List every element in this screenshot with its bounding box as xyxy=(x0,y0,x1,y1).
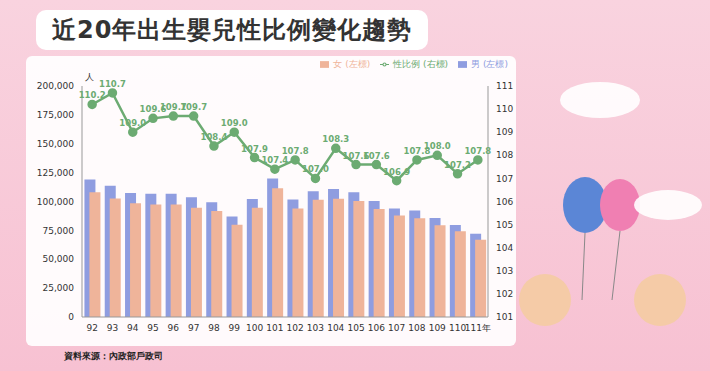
svg-text:107.8: 107.8 xyxy=(282,146,309,156)
svg-text:101: 101 xyxy=(266,323,283,333)
svg-text:96: 96 xyxy=(168,323,180,333)
html-text:性比例 (右標): 性比例 (右標) xyxy=(393,59,449,69)
svg-text:107.2: 107.2 xyxy=(444,160,471,170)
svg-text:107.9: 107.9 xyxy=(241,144,268,154)
svg-text:125,000: 125,000 xyxy=(37,168,74,178)
svg-text:107.8: 107.8 xyxy=(403,145,431,156)
svg-text:103: 103 xyxy=(496,266,513,276)
svg-text:92: 92 xyxy=(86,323,97,333)
svg-text:105: 105 xyxy=(496,220,513,230)
svg-text:110.7: 110.7 xyxy=(99,79,126,89)
svg-text:200,000: 200,000 xyxy=(37,81,74,91)
svg-text:0: 0 xyxy=(68,312,74,322)
svg-text:106: 106 xyxy=(368,323,385,333)
svg-text:100: 100 xyxy=(246,323,263,333)
svg-text:99: 99 xyxy=(229,323,241,333)
svg-text:75,000: 75,000 xyxy=(43,226,75,236)
svg-text:106.9: 106.9 xyxy=(383,167,410,177)
svg-text:100,000: 100,000 xyxy=(37,197,74,207)
svg-text:107.8: 107.8 xyxy=(464,146,491,156)
svg-text:109: 109 xyxy=(496,127,513,137)
svg-text:109.0: 109.0 xyxy=(221,118,248,128)
svg-text:98: 98 xyxy=(208,323,220,333)
svg-text:109.7: 109.7 xyxy=(159,102,187,112)
svg-text:107.4: 107.4 xyxy=(261,155,288,165)
svg-text:94: 94 xyxy=(127,323,139,333)
svg-text:104: 104 xyxy=(327,323,344,333)
svg-text:111年: 111年 xyxy=(465,323,491,333)
svg-text:107: 107 xyxy=(496,174,513,184)
svg-text:150,000: 150,000 xyxy=(37,139,74,149)
html-text:男 (左標): 男 (左標) xyxy=(471,59,508,69)
svg-text:104: 104 xyxy=(496,243,513,253)
svg-text:107: 107 xyxy=(388,323,405,333)
svg-text:97: 97 xyxy=(188,323,199,333)
svg-text:110: 110 xyxy=(449,323,467,334)
html-text:資料來源：內政部戶政司: 資料來源：內政部戶政司 xyxy=(64,351,163,361)
svg-text:106: 106 xyxy=(496,197,513,207)
svg-text:108.3: 108.3 xyxy=(322,134,349,144)
svg-text:108.0: 108.0 xyxy=(424,141,451,151)
svg-text:102: 102 xyxy=(287,323,304,333)
svg-text:109: 109 xyxy=(429,323,446,333)
svg-text:101: 101 xyxy=(496,312,513,322)
svg-text:108: 108 xyxy=(496,150,513,160)
svg-text:110.2: 110.2 xyxy=(79,90,106,100)
svg-text:175,000: 175,000 xyxy=(37,110,74,120)
svg-text:109.7: 109.7 xyxy=(180,102,207,112)
svg-text:107.0: 107.0 xyxy=(302,164,329,174)
svg-text:107.6: 107.6 xyxy=(363,151,390,161)
svg-text:95: 95 xyxy=(147,323,158,333)
svg-text:109.0: 109.0 xyxy=(119,118,146,128)
svg-text:50,000: 50,000 xyxy=(43,254,75,264)
svg-text:25,000: 25,000 xyxy=(43,283,75,293)
svg-text:108: 108 xyxy=(408,323,425,333)
html-text:女 (左標): 女 (左標) xyxy=(333,59,371,69)
svg-text:102: 102 xyxy=(496,289,513,299)
svg-text:111: 111 xyxy=(496,81,513,91)
svg-text:105: 105 xyxy=(347,323,364,333)
svg-text:93: 93 xyxy=(107,323,118,333)
svg-text:109.6: 109.6 xyxy=(139,104,167,115)
svg-text:110: 110 xyxy=(496,104,513,114)
svg-text:人: 人 xyxy=(85,72,94,82)
svg-text:108.4: 108.4 xyxy=(201,132,228,142)
svg-text:103: 103 xyxy=(307,323,324,333)
html-text:近20年出生嬰兒性比例變化趨勢: 近20年出生嬰兒性比例變化趨勢 xyxy=(52,16,413,44)
svg-text:107.6: 107.6 xyxy=(342,150,370,161)
